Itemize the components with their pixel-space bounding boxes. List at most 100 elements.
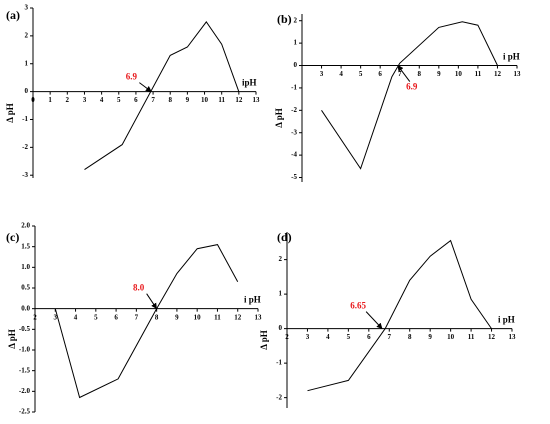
y-tick-label: 1 bbox=[294, 39, 298, 47]
y-tick-label: 2 bbox=[294, 16, 298, 24]
x-tick-label: 9 bbox=[175, 313, 179, 321]
x-tick-label: 6 bbox=[378, 70, 382, 78]
x-tick-label: 8 bbox=[155, 313, 159, 321]
y-axis-label: Δ pH bbox=[5, 103, 15, 122]
annotation-text: 6.65 bbox=[350, 301, 366, 311]
y-tick-label: -1.0 bbox=[19, 346, 31, 354]
x-tick-label: 3 bbox=[54, 313, 58, 321]
panel-label: (b) bbox=[277, 12, 292, 26]
y-axis-label: Δ pH bbox=[7, 329, 17, 348]
y-tick-label: 0 bbox=[279, 324, 283, 332]
x-tick-label: 8 bbox=[408, 333, 412, 341]
y-tick-label: -3 bbox=[291, 128, 297, 136]
x-tick-label: 5 bbox=[359, 70, 363, 78]
x-tick-label: 12 bbox=[234, 313, 242, 321]
y-tick-label: 1 bbox=[25, 59, 29, 67]
x-tick-label: 1 bbox=[48, 96, 52, 104]
annotation-text: 6.9 bbox=[126, 72, 138, 82]
panel-label: (c) bbox=[6, 230, 19, 244]
x-axis-label: i pH bbox=[244, 295, 261, 305]
y-tick-label: -1 bbox=[276, 359, 282, 367]
x-tick-label: 3 bbox=[83, 96, 87, 104]
x-tick-label: 10 bbox=[455, 70, 463, 78]
y-tick-label: 1.5 bbox=[21, 242, 30, 250]
x-tick-label: 7 bbox=[135, 313, 139, 321]
x-tick-label: 7 bbox=[398, 70, 402, 78]
y-tick-label: -2 bbox=[22, 143, 28, 151]
x-tick-label: 5 bbox=[117, 96, 121, 104]
x-tick-label: 8 bbox=[168, 96, 172, 104]
panel-label: (d) bbox=[277, 230, 292, 244]
y-tick-label: 0 bbox=[25, 87, 29, 95]
y-tick-label: -2 bbox=[276, 393, 282, 401]
x-tick-label: 4 bbox=[74, 313, 78, 321]
x-tick-label: 9 bbox=[186, 96, 190, 104]
y-tick-label: -3 bbox=[22, 171, 28, 179]
annotation-arrow bbox=[146, 293, 158, 310]
x-tick-label: 12 bbox=[494, 70, 502, 78]
x-tick-label: 13 bbox=[509, 333, 517, 341]
x-tick-label: 11 bbox=[218, 96, 225, 104]
y-tick-label: -2.5 bbox=[19, 408, 31, 416]
x-tick-label: 10 bbox=[194, 313, 202, 321]
x-tick-label: 12 bbox=[235, 96, 243, 104]
x-tick-label: 11 bbox=[475, 70, 482, 78]
annotation-text: 8.0 bbox=[133, 283, 145, 293]
x-tick-label: 2 bbox=[33, 313, 37, 321]
y-tick-label: -0.5 bbox=[19, 325, 31, 333]
panel-label: (a) bbox=[6, 8, 20, 22]
data-line bbox=[54, 244, 239, 399]
x-tick-label: 11 bbox=[214, 313, 221, 321]
y-tick-label: 2 bbox=[25, 31, 29, 39]
x-tick-label: 13 bbox=[255, 313, 263, 321]
y-tick-label: 2.0 bbox=[21, 222, 30, 230]
x-tick-label: 7 bbox=[388, 333, 392, 341]
data-line bbox=[84, 21, 240, 171]
x-tick-label: 10 bbox=[447, 333, 455, 341]
data-line bbox=[321, 21, 498, 170]
x-tick-label: 4 bbox=[100, 96, 104, 104]
y-axis-label: Δ pH bbox=[259, 330, 269, 349]
x-tick-label: 2 bbox=[66, 96, 70, 104]
x-tick-label: 11 bbox=[468, 333, 475, 341]
annotation-arrow bbox=[365, 311, 383, 330]
x-axis-label: i pH bbox=[498, 315, 515, 325]
x-tick-label: 9 bbox=[437, 70, 441, 78]
y-axis-label: Δ pH bbox=[274, 108, 284, 127]
annotation-text: 6.9 bbox=[406, 82, 418, 92]
x-tick-label: 12 bbox=[488, 333, 496, 341]
x-tick-label: 3 bbox=[306, 333, 310, 341]
x-tick-label: 8 bbox=[418, 70, 422, 78]
x-axis-label: i pH bbox=[503, 52, 520, 62]
annotation-arrow bbox=[139, 82, 152, 93]
y-tick-label: -5 bbox=[291, 173, 297, 181]
x-tick-label: 6 bbox=[114, 313, 118, 321]
x-tick-label: 3 bbox=[320, 70, 324, 78]
y-tick-label: -2 bbox=[291, 106, 297, 114]
annotation-arrow bbox=[397, 65, 411, 82]
x-tick-label: 4 bbox=[326, 333, 330, 341]
y-tick-label: 0 bbox=[294, 61, 298, 69]
y-tick-label: 1.0 bbox=[21, 263, 30, 271]
x-tick-label: 10 bbox=[201, 96, 209, 104]
x-tick-label: 13 bbox=[514, 70, 522, 78]
y-tick-label: -4 bbox=[291, 151, 297, 159]
y-tick-label: 3 bbox=[25, 4, 29, 12]
x-tick-label: 6 bbox=[367, 333, 371, 341]
x-tick-label: 9 bbox=[428, 333, 432, 341]
x-tick-label: 7 bbox=[151, 96, 155, 104]
y-tick-label: -1 bbox=[22, 115, 28, 123]
x-axis-label: ipH bbox=[242, 78, 257, 88]
x-tick-label: 5 bbox=[347, 333, 351, 341]
y-tick-label: 1 bbox=[279, 290, 283, 298]
x-tick-label: 6 bbox=[134, 96, 138, 104]
y-tick-label: -1 bbox=[291, 84, 297, 92]
data-line bbox=[307, 239, 492, 392]
y-tick-label: -1.5 bbox=[19, 366, 31, 374]
x-tick-label: 2 bbox=[285, 333, 289, 341]
x-tick-label: 5 bbox=[94, 313, 98, 321]
y-tick-label: -2.0 bbox=[19, 387, 31, 395]
x-tick-label: 4 bbox=[339, 70, 343, 78]
